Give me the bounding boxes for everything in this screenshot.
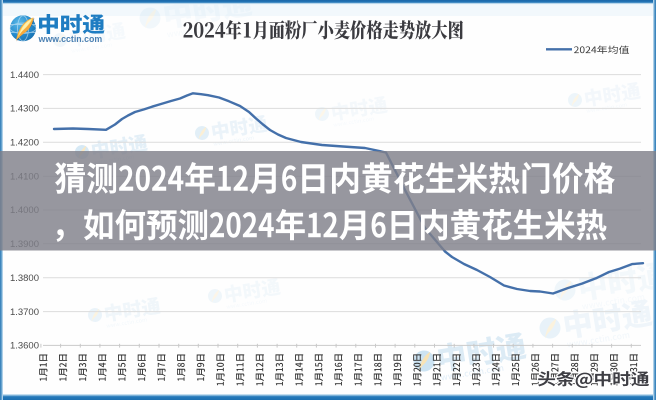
svg-text:1.3600: 1.3600 xyxy=(10,341,39,352)
svg-text:1.3700: 1.3700 xyxy=(10,307,39,318)
svg-text:1.3800: 1.3800 xyxy=(10,273,39,284)
svg-text:www.cctin.com: www.cctin.com xyxy=(38,34,103,44)
svg-text:1.4200: 1.4200 xyxy=(10,138,39,149)
svg-text:1.4400: 1.4400 xyxy=(10,70,39,81)
svg-text:1.4300: 1.4300 xyxy=(10,104,39,115)
